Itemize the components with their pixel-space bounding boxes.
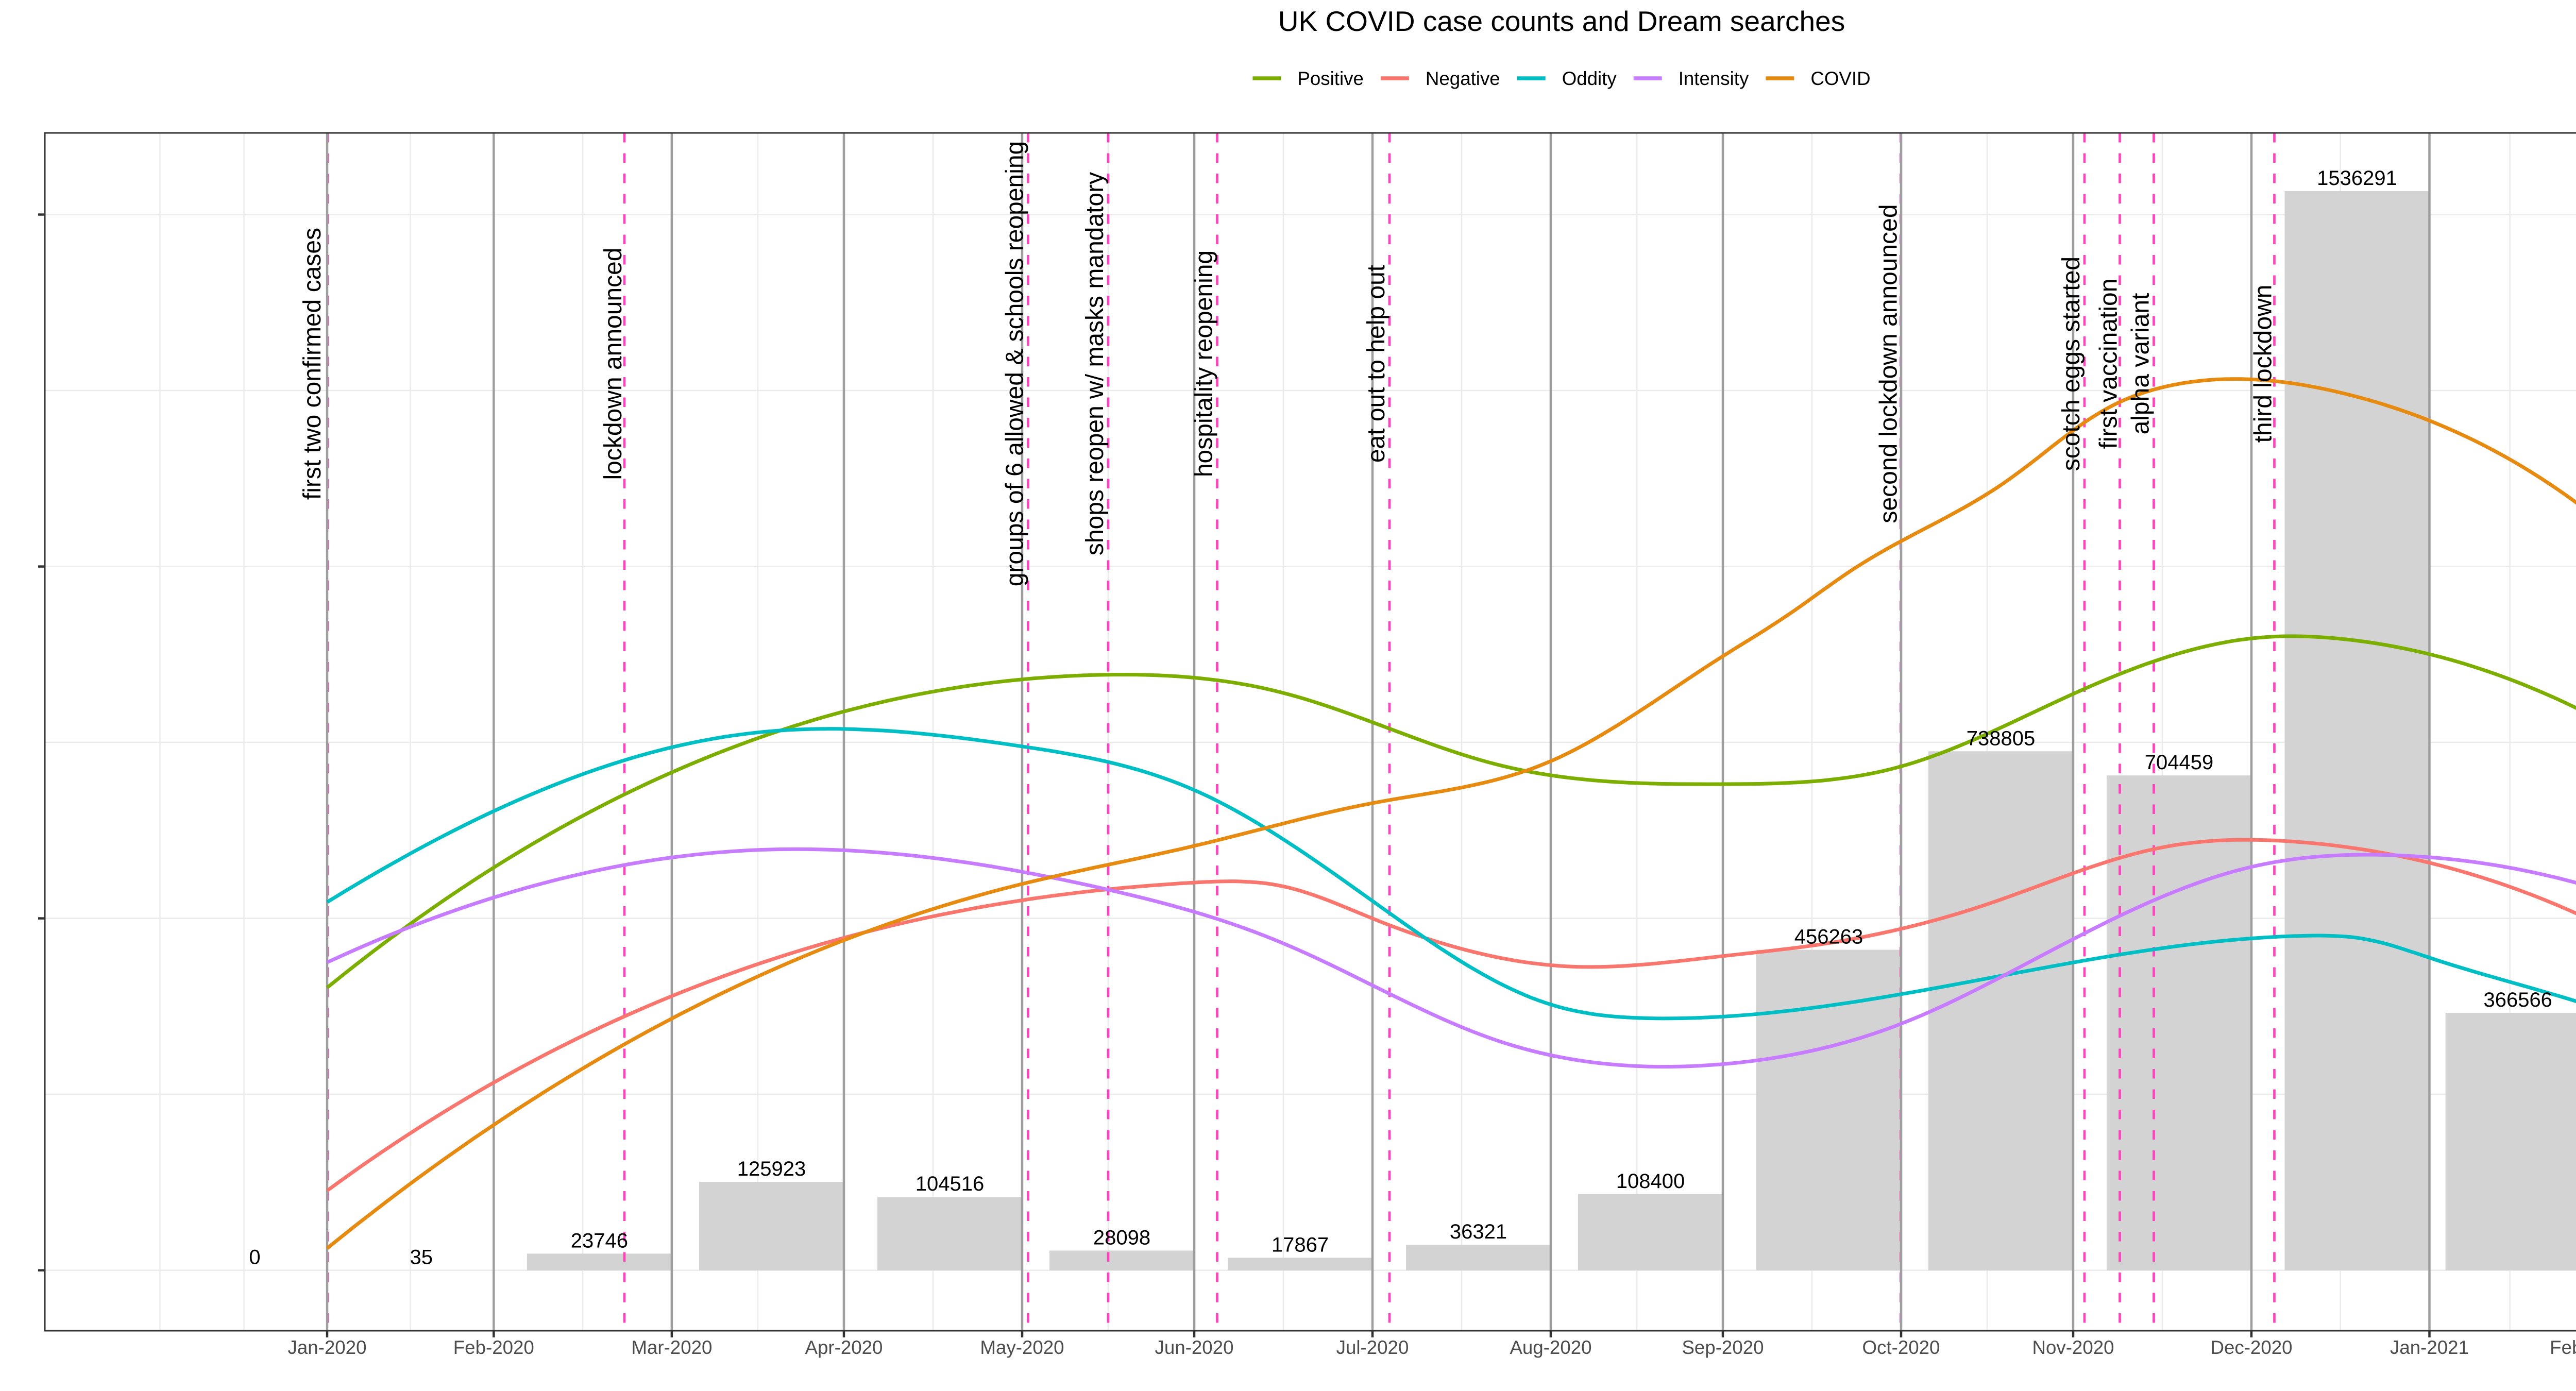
svg-text:Jan-2021: Jan-2021: [2390, 1337, 2469, 1358]
svg-text:108400: 108400: [1616, 1170, 1685, 1193]
svg-text:Sep-2020: Sep-2020: [1682, 1337, 1764, 1358]
svg-text:second lockdown announced: second lockdown announced: [1875, 204, 1902, 523]
svg-text:366566: 366566: [2483, 989, 2552, 1011]
svg-text:UK COVID case counts and Dream: UK COVID case counts and Dream searches: [1278, 5, 1845, 37]
svg-text:456263: 456263: [1794, 926, 1863, 948]
svg-text:36321: 36321: [1450, 1220, 1507, 1243]
svg-text:704459: 704459: [2145, 751, 2213, 774]
svg-text:Feb-2021: Feb-2021: [2550, 1337, 2576, 1358]
svg-text:first two confirmed cases: first two confirmed cases: [299, 228, 326, 500]
svg-text:Mar-2020: Mar-2020: [631, 1337, 712, 1358]
svg-text:May-2020: May-2020: [980, 1337, 1064, 1358]
svg-text:Intensity: Intensity: [1679, 68, 1749, 89]
svg-text:23746: 23746: [571, 1229, 628, 1252]
svg-text:alpha variant: alpha variant: [2127, 293, 2155, 435]
svg-text:eat out to help out: eat out to help out: [1363, 265, 1390, 463]
svg-text:Oct-2020: Oct-2020: [1862, 1337, 1940, 1358]
svg-text:lockdown announced: lockdown announced: [600, 247, 627, 480]
svg-text:Positive: Positive: [1297, 68, 1363, 89]
svg-text:17867: 17867: [1272, 1233, 1329, 1256]
svg-text:first vaccination: first vaccination: [2095, 279, 2123, 449]
svg-text:hospitality reopening: hospitality reopening: [1191, 250, 1218, 477]
svg-text:shops reopen w/ masks mandator: shops reopen w/ masks mandatory: [1081, 172, 1109, 555]
svg-text:125923: 125923: [737, 1158, 806, 1180]
svg-text:Feb-2020: Feb-2020: [453, 1337, 534, 1358]
svg-text:Aug-2020: Aug-2020: [1510, 1337, 1591, 1358]
svg-text:Jul-2020: Jul-2020: [1336, 1337, 1409, 1358]
svg-text:Jan-2020: Jan-2020: [288, 1337, 367, 1358]
svg-text:Dec-2020: Dec-2020: [2210, 1337, 2292, 1358]
svg-text:third lockdown: third lockdown: [2250, 285, 2277, 443]
svg-text:Nov-2020: Nov-2020: [2032, 1337, 2114, 1358]
svg-text:COVID: COVID: [1810, 68, 1870, 89]
svg-text:35: 35: [410, 1246, 433, 1269]
svg-text:104516: 104516: [916, 1173, 984, 1195]
svg-text:28098: 28098: [1093, 1226, 1150, 1249]
svg-text:0: 0: [249, 1246, 260, 1269]
svg-text:1536291: 1536291: [2317, 167, 2397, 190]
svg-text:groups of 6 allowed & schools: groups of 6 allowed & schools reopening: [1002, 141, 1029, 587]
svg-text:Negative: Negative: [1426, 68, 1500, 89]
svg-text:Jun-2020: Jun-2020: [1155, 1337, 1234, 1358]
svg-text:738805: 738805: [1967, 727, 2035, 750]
svg-text:Oddity: Oddity: [1562, 68, 1617, 89]
svg-text:Apr-2020: Apr-2020: [805, 1337, 883, 1358]
svg-text:scotch eggs started: scotch eggs started: [2058, 257, 2085, 471]
